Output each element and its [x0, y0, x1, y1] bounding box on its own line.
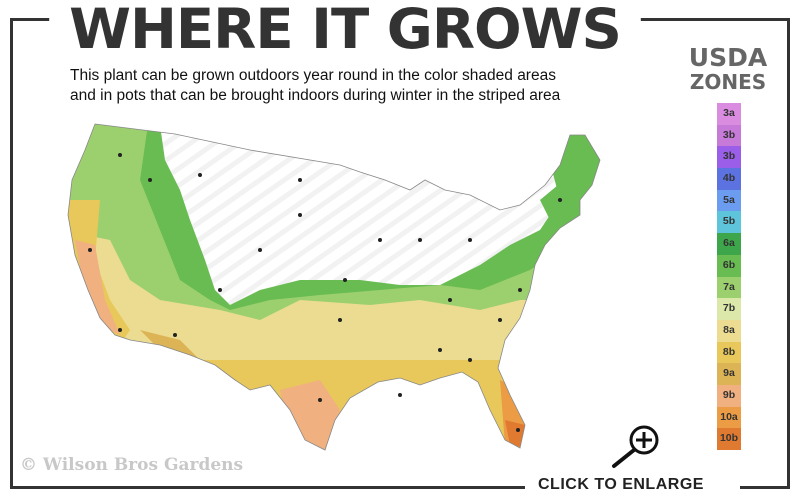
zone-swatch-5b: 5b	[717, 211, 741, 234]
frame-bottom-left	[10, 486, 525, 489]
page-title: WHERE IT GROWS	[49, 0, 641, 60]
zone-swatch-10b: 10b	[717, 428, 741, 450]
frame-right	[787, 18, 790, 488]
zoom-in-icon[interactable]	[610, 422, 666, 470]
frame-top-right	[640, 18, 790, 21]
frame-left	[10, 18, 13, 488]
zone-swatch-3b: 3b	[717, 146, 741, 169]
watermark: © Wilson Bros Gardens	[20, 455, 244, 475]
zone-swatch-7b: 7b	[717, 298, 741, 320]
frame-bottom-right	[740, 486, 790, 489]
legend-title-zones: ZONES	[689, 70, 767, 94]
map-zones	[68, 124, 600, 450]
zone-swatch-5a: 5a	[717, 189, 741, 212]
zone-swatch-3a: 3a	[717, 103, 741, 125]
zone-swatch-4b: 4b	[717, 168, 741, 190]
state-capital-dots	[88, 153, 562, 432]
zone-swatch-9b: 9b	[717, 384, 741, 407]
subtitle-line-1: This plant can be grown outdoors year ro…	[70, 67, 556, 84]
zone-swatch-8b: 8b	[717, 341, 741, 364]
subtitle-line-2: and in pots that can be brought indoors …	[70, 87, 561, 104]
zone-swatch-7a: 7a	[717, 276, 741, 299]
zone-swatch-6a: 6a	[717, 233, 741, 255]
click-to-enlarge-button[interactable]: CLICK TO ENLARGE	[530, 476, 712, 494]
frame-top-left	[10, 18, 50, 21]
legend-title: USDA ZONES	[678, 43, 778, 94]
zone-swatch-8a: 8a	[717, 319, 741, 342]
zone-swatch-9a: 9a	[717, 363, 741, 385]
legend-title-usda: USDA	[688, 43, 768, 72]
zone-swatch-10a: 10a	[717, 406, 741, 429]
zone-swatch-6b: 6b	[717, 254, 741, 277]
zone-swatch-3b: 3b	[717, 124, 741, 147]
zone-legend: 3a 3b 3b 4b 5a 5b 6a 6b 7a 7b 8a 8b 9a 9b 10a 10b	[717, 103, 741, 450]
us-outline	[67, 123, 601, 451]
